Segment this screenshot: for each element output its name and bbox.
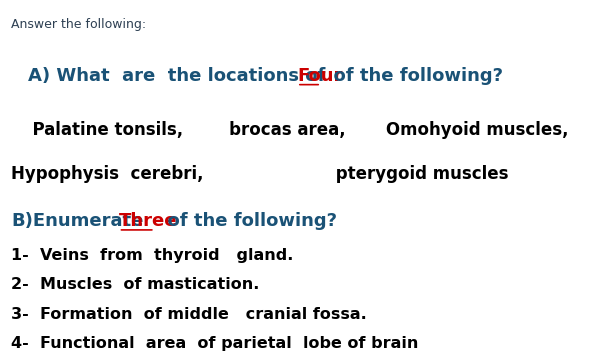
Text: Palatine tonsils,        brocas area,       Omohyoid muscles,: Palatine tonsils, brocas area, Omohyoid …	[21, 120, 568, 139]
Text: 2-  Muscles  of mastication.: 2- Muscles of mastication.	[11, 277, 259, 292]
Text: of the following?: of the following?	[321, 67, 503, 85]
Text: of the following?: of the following?	[155, 212, 337, 230]
Text: B)Enumerate: B)Enumerate	[11, 212, 143, 230]
Text: Answer the following:: Answer the following:	[11, 18, 146, 31]
Text: Hypophysis  cerebri,                       pterygoid muscles: Hypophysis cerebri, pterygoid muscles	[11, 165, 509, 183]
Text: 4-  Functional  area  of parietal  lobe of brain: 4- Functional area of parietal lobe of b…	[11, 336, 419, 351]
Text: 3-  Formation  of middle   cranial fossa.: 3- Formation of middle cranial fossa.	[11, 307, 367, 322]
Text: Three: Three	[118, 212, 177, 230]
Text: Four: Four	[297, 67, 342, 85]
Text: A) What  are  the locations of: A) What are the locations of	[28, 67, 332, 85]
Text: 1-  Veins  from  thyroid   gland.: 1- Veins from thyroid gland.	[11, 248, 294, 263]
